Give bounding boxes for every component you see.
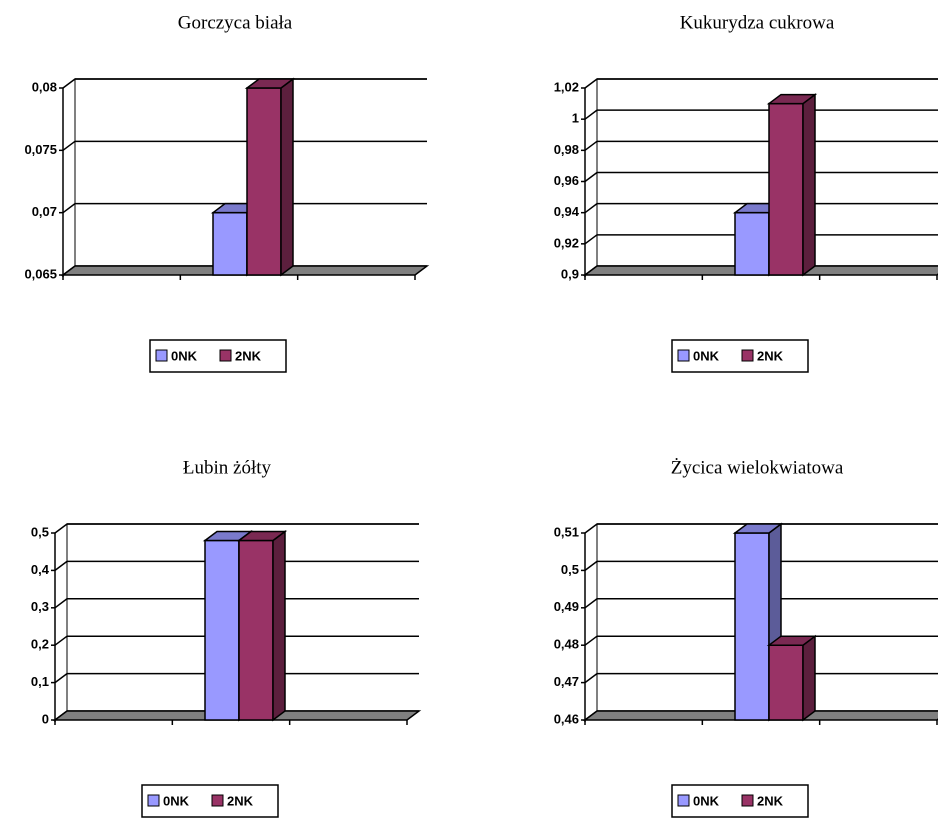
- y-tick-label: 0,5: [561, 562, 579, 577]
- y-tick-label: 0,4: [31, 562, 50, 577]
- legend-label: 2NK: [757, 793, 784, 808]
- chart-panel: Życica wielokwiatowa 0,46 0,47 0,48 0,49 0,5 0…: [554, 457, 938, 818]
- bar-top: [766, 635, 818, 646]
- y-tick-label: 0,94: [554, 204, 580, 219]
- y-tick-label: 0,96: [554, 173, 579, 188]
- bar: [238, 539, 274, 721]
- legend-label: 0NK: [693, 348, 720, 363]
- chart-title: Kukurydza cukrowa: [680, 12, 835, 33]
- legend-label: 2NK: [757, 348, 784, 363]
- grid-line: [584, 140, 938, 151]
- y-tick-label: 0,5: [31, 524, 49, 539]
- y-tick-label: 0,92: [554, 235, 579, 250]
- chart-panel: Łubin żółty 0 0,1 0,2 0,3 0,4 0,5 0NK 2NK: [31, 457, 422, 818]
- legend-box: [149, 339, 287, 373]
- y-tick-label: 0,47: [554, 674, 579, 689]
- y-tick-label: 0,075: [24, 142, 57, 157]
- legend-swatch: [155, 349, 168, 362]
- bar-side: [802, 634, 816, 722]
- y-tick-label: 0,49: [554, 599, 579, 614]
- legend-label: 0NK: [171, 348, 198, 363]
- chart-title: Życica wielokwiatowa: [671, 457, 844, 478]
- bar-top: [732, 523, 784, 534]
- bar: [204, 539, 240, 721]
- y-tick-label: 0,08: [32, 79, 57, 94]
- grid-line: [584, 109, 938, 120]
- legend-box: [671, 784, 809, 818]
- chart-title: Łubin żółty: [183, 457, 272, 478]
- grid-line: [62, 140, 427, 151]
- y-tick-label: 0,46: [554, 711, 579, 726]
- legend-swatch: [741, 794, 754, 807]
- legend-swatch: [677, 349, 690, 362]
- legend-swatch: [211, 794, 224, 807]
- legend-label: 0NK: [163, 793, 190, 808]
- bar: [212, 211, 248, 276]
- chart-panel: Gorczyca biała 0,065 0,07 0,075 0,08 0NK 2NK: [24, 12, 430, 373]
- bar-top: [236, 530, 288, 542]
- y-tick-label: 0,3: [31, 599, 49, 614]
- bar: [734, 532, 770, 721]
- legend-swatch: [677, 794, 690, 807]
- legend-swatch: [147, 794, 160, 807]
- grid-line: [584, 78, 938, 89]
- legend-swatch: [219, 349, 232, 362]
- legend-box: [671, 339, 809, 373]
- bar-top: [244, 78, 296, 89]
- y-tick-label: 0,9: [561, 266, 579, 281]
- bar: [768, 102, 804, 276]
- y-tick-label: 0: [42, 711, 49, 726]
- bar: [734, 211, 770, 276]
- y-tick-label: 1,02: [554, 79, 579, 94]
- bar-top: [766, 93, 818, 105]
- bar-side: [280, 77, 294, 277]
- chart-title: Gorczyca biała: [178, 12, 293, 33]
- bar: [246, 87, 282, 276]
- y-tick-label: 0,48: [554, 637, 579, 652]
- bar-side: [272, 529, 286, 722]
- grid-line: [584, 171, 938, 183]
- y-tick-label: 0,98: [554, 142, 579, 157]
- legend-label: 2NK: [227, 793, 254, 808]
- y-tick-label: 0,51: [554, 524, 579, 539]
- legend-box: [141, 784, 279, 818]
- y-tick-label: 0,07: [32, 204, 57, 219]
- bar-side: [802, 93, 816, 277]
- legend-label: 0NK: [693, 793, 720, 808]
- y-tick-label: 0,065: [24, 266, 57, 281]
- chart-panel: Kukurydza cukrowa 0,9 0,92 0,94 0,96 0,98 1 1,0…: [554, 12, 938, 373]
- y-tick-label: 0,1: [31, 674, 49, 689]
- bar: [768, 644, 804, 721]
- grid-line: [62, 78, 427, 89]
- y-tick-label: 0,2: [31, 637, 49, 652]
- legend-label: 2NK: [235, 348, 262, 363]
- legend-swatch: [741, 349, 754, 362]
- y-tick-label: 1: [572, 111, 579, 126]
